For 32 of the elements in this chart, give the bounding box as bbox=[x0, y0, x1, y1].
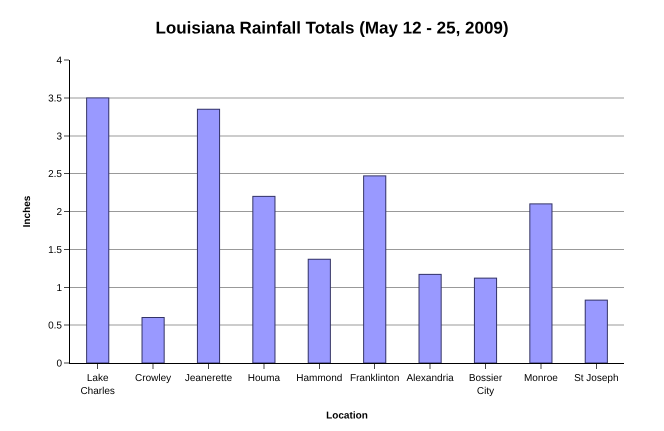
y-tick-label: 2 bbox=[56, 207, 62, 218]
x-axis-title: Location bbox=[326, 410, 368, 422]
y-tick-label: 2.5 bbox=[48, 169, 62, 180]
x-tick-label: St Joseph bbox=[574, 373, 619, 384]
x-tick-label: Alexandria bbox=[406, 373, 454, 384]
bar bbox=[529, 203, 552, 363]
bar bbox=[308, 258, 331, 363]
bar bbox=[584, 300, 608, 363]
y-tick-label: 0 bbox=[56, 358, 62, 370]
y-tick-label: 3 bbox=[56, 131, 62, 142]
x-tick-label: Jeanerette bbox=[184, 373, 233, 384]
bar bbox=[474, 278, 498, 363]
x-tick-label: Crowley bbox=[135, 373, 172, 384]
y-tick-label: 3.5 bbox=[48, 93, 62, 104]
x-tick-label: Lake Charles bbox=[80, 373, 115, 397]
y-tick-label: 1.5 bbox=[48, 244, 62, 256]
y-axis-title: Inches bbox=[22, 195, 34, 228]
bar bbox=[252, 196, 276, 363]
chart-title: Louisiana Rainfall Totals (May 12 - 25, 2009) bbox=[155, 18, 509, 38]
bar bbox=[142, 317, 165, 363]
bar bbox=[363, 175, 386, 363]
x-tick-label: Bossier City bbox=[468, 373, 503, 397]
bar bbox=[418, 274, 442, 363]
y-tick-label: 1 bbox=[56, 282, 62, 294]
y-tick-label: 0.5 bbox=[48, 320, 62, 332]
y-tick-label: 4 bbox=[56, 56, 62, 66]
x-tick-label: Hammond bbox=[296, 373, 342, 384]
x-tick-label: Franklinton bbox=[350, 373, 400, 384]
bar bbox=[86, 97, 110, 363]
x-tick-label: Monroe bbox=[524, 373, 558, 384]
x-tick-label: Houma bbox=[248, 373, 280, 384]
bar bbox=[196, 108, 220, 363]
